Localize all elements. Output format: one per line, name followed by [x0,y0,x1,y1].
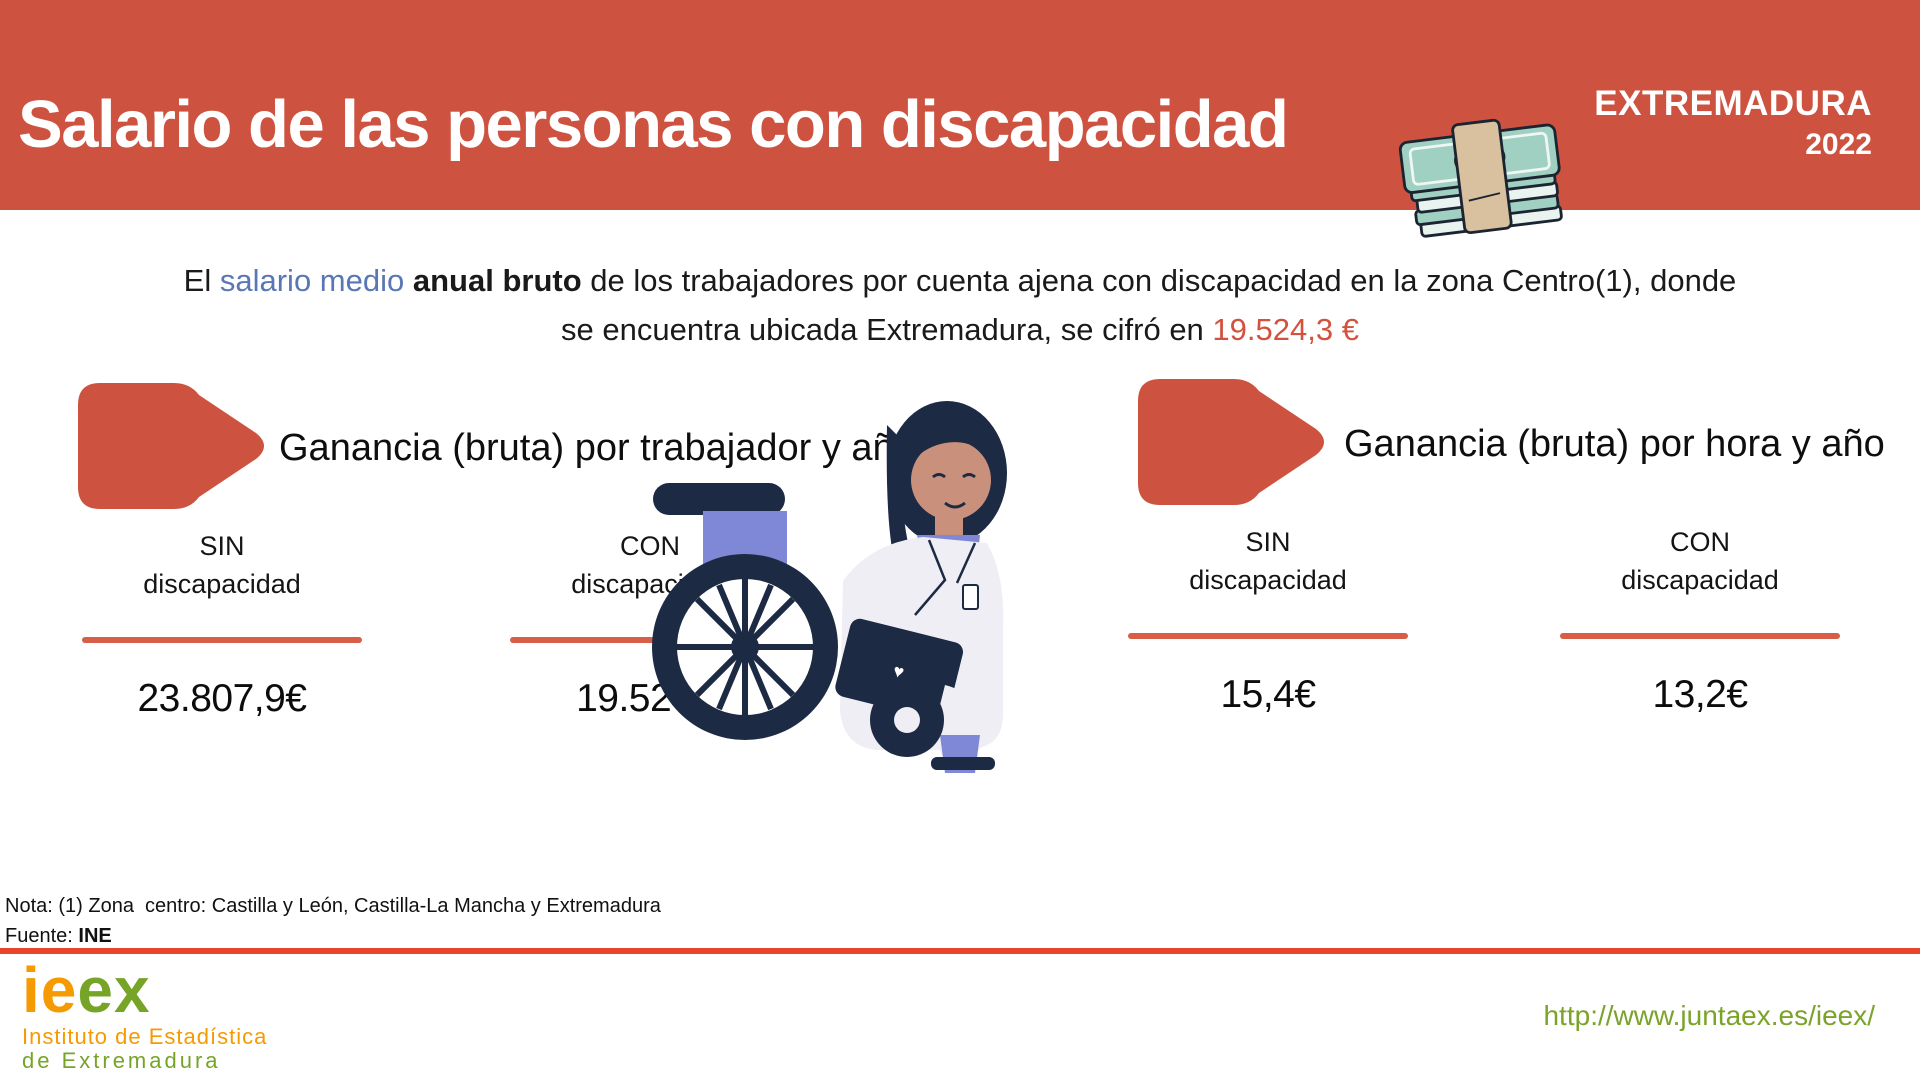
column-label: SIN discapacidad [1189,527,1347,595]
column-value: 13,2€ [1652,673,1748,716]
stat-column-con-hora: CON discapacidad 13,2€ [1540,523,1860,717]
section-tag-icon [78,383,264,509]
svg-text:♥: ♥ [891,660,906,682]
intro-highlight-bold: anual bruto [412,263,582,298]
money-stack-icon [1398,118,1563,238]
footer-url-link[interactable]: http://www.juntaex.es/ieex/ [1543,1000,1875,1031]
header-band: Salario de las personas con discapacidad… [0,0,1920,210]
column-underline [1560,633,1840,639]
column-underline [82,637,362,643]
logo-subtitle-1: Instituto de Estadística [22,1024,268,1049]
wheelchair-person-illustration: ♥ [652,401,1007,773]
page-title: Salario de las personas con discapacidad [18,87,1289,162]
intro-line-2: se encuentra ubicada Extremadura, se cif… [0,305,1920,354]
region-name: EXTREMADURA [1594,84,1872,123]
source-note: Fuente: INE [5,925,112,947]
footer-divider [0,948,1920,954]
region-year: 2022 [1805,128,1872,161]
section-tag-icon [1138,379,1324,505]
intro-highlight-red: 19.524,3 € [1212,312,1359,347]
section-title-hour-year: Ganancia (bruta) por hora y año [1344,423,1885,465]
stat-column-sin-hora: SIN discapacidad 15,4€ [1108,523,1428,717]
intro-paragraph: El salario medio anual bruto de los trab… [0,256,1920,354]
column-value: 23.807,9€ [137,677,307,720]
column-label: CON discapacidad [1621,527,1779,595]
intro-line-1: El salario medio anual bruto de los trab… [0,256,1920,305]
intro-text: se encuentra ubicada Extremadura, se cif… [561,312,1213,347]
intro-text: de los trabajadores por cuenta ajena con… [581,263,1737,298]
ieex-logo: ieex Instituto de Estadística de Extrema… [22,958,267,1072]
region-block: EXTREMADURA 2022 [1594,84,1872,162]
intro-text: El [183,263,220,298]
column-underline [510,637,790,643]
intro-highlight-blue: salario medio [219,263,405,298]
ieex-logo-word: ieex [22,954,151,1026]
column-label: SIN discapacidad [143,531,301,599]
section-title-worker-year: Ganancia (bruta) por trabajador y año [279,427,915,469]
source-value: INE [78,925,112,947]
column-value: 15,4€ [1220,673,1316,716]
column-underline [1128,633,1408,639]
stat-column-sin-trabajador: SIN discapacidad 23.807,9€ [62,527,382,721]
logo-subtitle-2: de Extremadura [22,1048,221,1073]
footnote: Nota: (1) Zona centro: Castilla y León, … [5,895,661,917]
